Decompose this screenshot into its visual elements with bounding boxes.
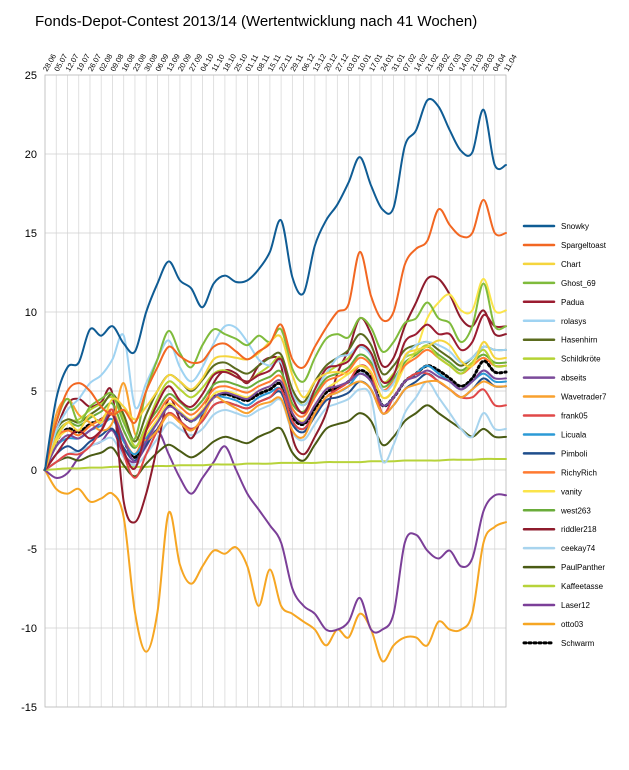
legend-label: rolasys [561, 317, 586, 326]
y-tick-label: 0 [31, 465, 37, 477]
plot-area [43, 97, 508, 663]
legend-label: Wavetrader7 [561, 393, 607, 402]
y-tick-label: 20 [25, 149, 37, 161]
series-line-wavetrader7 [44, 379, 507, 471]
legend-label: RichyRich [561, 468, 597, 477]
legend-label: Padua [561, 298, 585, 307]
plot-frame [44, 74, 507, 708]
legend-label: abseits [561, 374, 586, 383]
series-line-padua [44, 313, 507, 471]
legend-label: riddler218 [561, 525, 597, 534]
y-tick-label: 5 [31, 386, 37, 398]
legend-label: Snowky [561, 222, 589, 231]
y-tick-label: 15 [25, 228, 37, 240]
legend-label: Pimboli [561, 449, 587, 458]
legend-label: Schwarm [561, 639, 595, 648]
series-line-paulpanther [44, 404, 507, 478]
y-axis: -15 -10 -5 0 5 10 15 20 25 [21, 70, 37, 714]
series-line-spargeltoast [44, 198, 507, 471]
legend-label: Laser12 [561, 601, 590, 610]
series-line-chart [44, 334, 507, 471]
legend-label: Schildkröte [561, 355, 601, 364]
legend-label: otto03 [561, 620, 584, 629]
x-axis: 28.0605.0712.0719.0726.0702.0809.0816.08… [41, 52, 519, 73]
y-tick-label: -5 [27, 544, 37, 556]
legend-label: west263 [560, 506, 591, 515]
y-tick-label: 10 [25, 307, 37, 319]
legend-label: Chart [561, 260, 581, 269]
legend-label: Spargeltoast [561, 241, 607, 250]
legend-label: Hasenhirn [561, 336, 597, 345]
series-line-otto03 [44, 469, 507, 663]
legend-label: ceekay74 [561, 544, 596, 553]
legend-label: PaulPanther [561, 563, 605, 572]
legend: Snowky Spargeltoast Chart Ghost_69 Padua rola… [522, 222, 607, 648]
series-line-licuala [44, 364, 507, 471]
legend-label: Kaffeetasse [561, 582, 604, 591]
chart-title: Fonds-Depot-Contest 2013/14 (Wertentwick… [35, 13, 477, 30]
legend-label: vanity [561, 487, 582, 496]
legend-label: frank05 [561, 412, 588, 421]
y-tick-label: -10 [21, 623, 37, 635]
y-tick-label: 25 [25, 70, 37, 82]
legend-label: Licuala [561, 430, 587, 439]
series-line-abseits [44, 369, 507, 471]
legend-label: Ghost_69 [561, 279, 596, 288]
y-tick-label: -15 [21, 702, 37, 714]
series-line-snowky [44, 97, 507, 471]
series-line-kaffeetasse [44, 457, 507, 471]
series-line-riddler218 [44, 275, 507, 524]
